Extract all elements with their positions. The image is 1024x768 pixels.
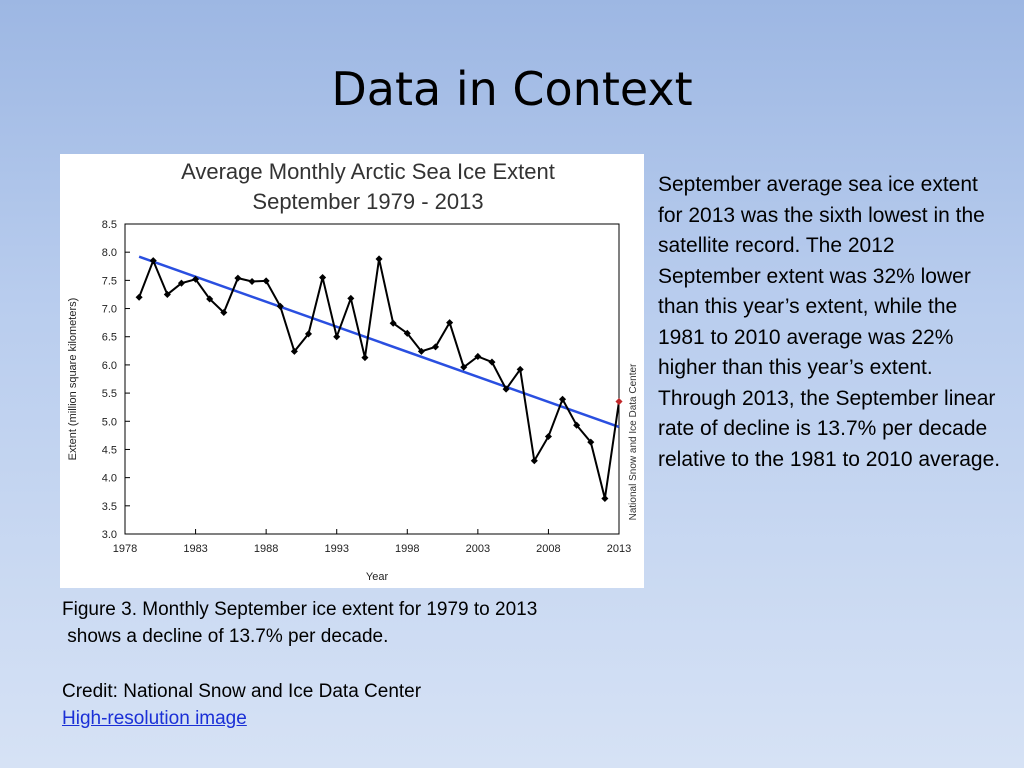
data-point [276,302,284,310]
data-point-highlight [615,398,623,406]
data-point [192,275,200,283]
x-tick-label: 1998 [395,543,419,555]
data-point [333,333,341,341]
data-point [431,343,440,351]
data-point [516,365,524,373]
x-axis-label: Year [366,571,389,583]
data-point [135,293,143,301]
data-point [502,385,510,393]
chart-title-line1: Average Monthly Arctic Sea Ice Extent [181,159,555,184]
y-tick-label: 5.0 [102,416,117,428]
x-tick-label: 1983 [183,543,207,555]
y-tick-label: 8.0 [102,247,117,259]
series-layer [135,255,623,503]
data-point [248,277,256,286]
slide-title: Data in Context [331,62,693,116]
data-point [234,274,242,282]
data-point [347,294,355,302]
x-tick-label: 2003 [466,543,490,555]
data-point [220,308,228,317]
y-tick-label: 4.5 [102,444,117,456]
data-point [389,319,397,327]
y-tick-label: 7.5 [102,275,117,287]
data-point [290,347,298,355]
x-tick-label: 2013 [607,543,631,555]
data-point [474,352,482,360]
y-axis-ticks: 3.0 3.5 4.0 4.5 5.0 5.5 6.0 6.5 7.0 7.5 8.0 8.5 [102,219,130,541]
data-point [319,274,327,282]
data-point [446,319,454,327]
data-point [587,438,595,446]
side-credit: National Snow and Ice Data Center [628,363,639,520]
x-axis-ticks: 1978 1983 1988 1993 1998 2003 2008 2013 [113,529,631,555]
chart-svg: Average Monthly Arctic Sea Ice Extent Se… [67,159,639,583]
data-point [403,329,411,337]
data-point [262,277,270,285]
data-point [573,421,581,429]
body-text: September average sea ice extent for 201… [658,173,1001,471]
data-point [544,432,552,441]
high-resolution-link[interactable]: High-resolution image [62,708,247,729]
y-tick-label: 3.0 [102,529,117,541]
series-line [138,257,620,499]
x-tick-label: 1978 [113,543,137,555]
x-tick-label: 1993 [324,543,348,555]
data-point [488,358,496,366]
caption-line-2: shows a decline of 13.7% per decade. [62,626,389,647]
y-tick-label: 5.5 [102,388,117,400]
chart-figure: Average Monthly Arctic Sea Ice Extent Se… [60,154,644,588]
x-tick-label: 1988 [254,543,278,555]
figure-caption: Figure 3. Monthly September ice extent f… [62,596,662,650]
data-point [559,395,567,403]
y-tick-label: 3.5 [102,501,117,513]
data-point [206,295,214,303]
data-point [177,279,185,287]
data-point [530,457,538,465]
plot-frame [124,223,620,535]
data-point [601,494,609,503]
y-tick-label: 6.5 [102,332,117,344]
data-point [361,354,369,362]
data-point [460,363,468,371]
data-point [375,255,383,263]
x-tick-label: 2008 [536,543,560,555]
y-axis-label: Extent (million square kilometers) [67,298,79,461]
y-tick-label: 6.0 [102,360,117,372]
data-point [149,257,157,265]
credit-text: Credit: National Snow and Ice Data Cente… [62,681,422,702]
trend-line [138,255,620,429]
data-point [417,347,425,355]
y-tick-label: 8.5 [102,219,117,231]
chart-title-line2: September 1979 - 2013 [252,189,483,214]
y-tick-label: 4.0 [102,473,117,485]
caption-line-1: Figure 3. Monthly September ice extent f… [62,599,538,620]
y-tick-label: 7.0 [102,304,117,316]
data-point [304,330,313,338]
